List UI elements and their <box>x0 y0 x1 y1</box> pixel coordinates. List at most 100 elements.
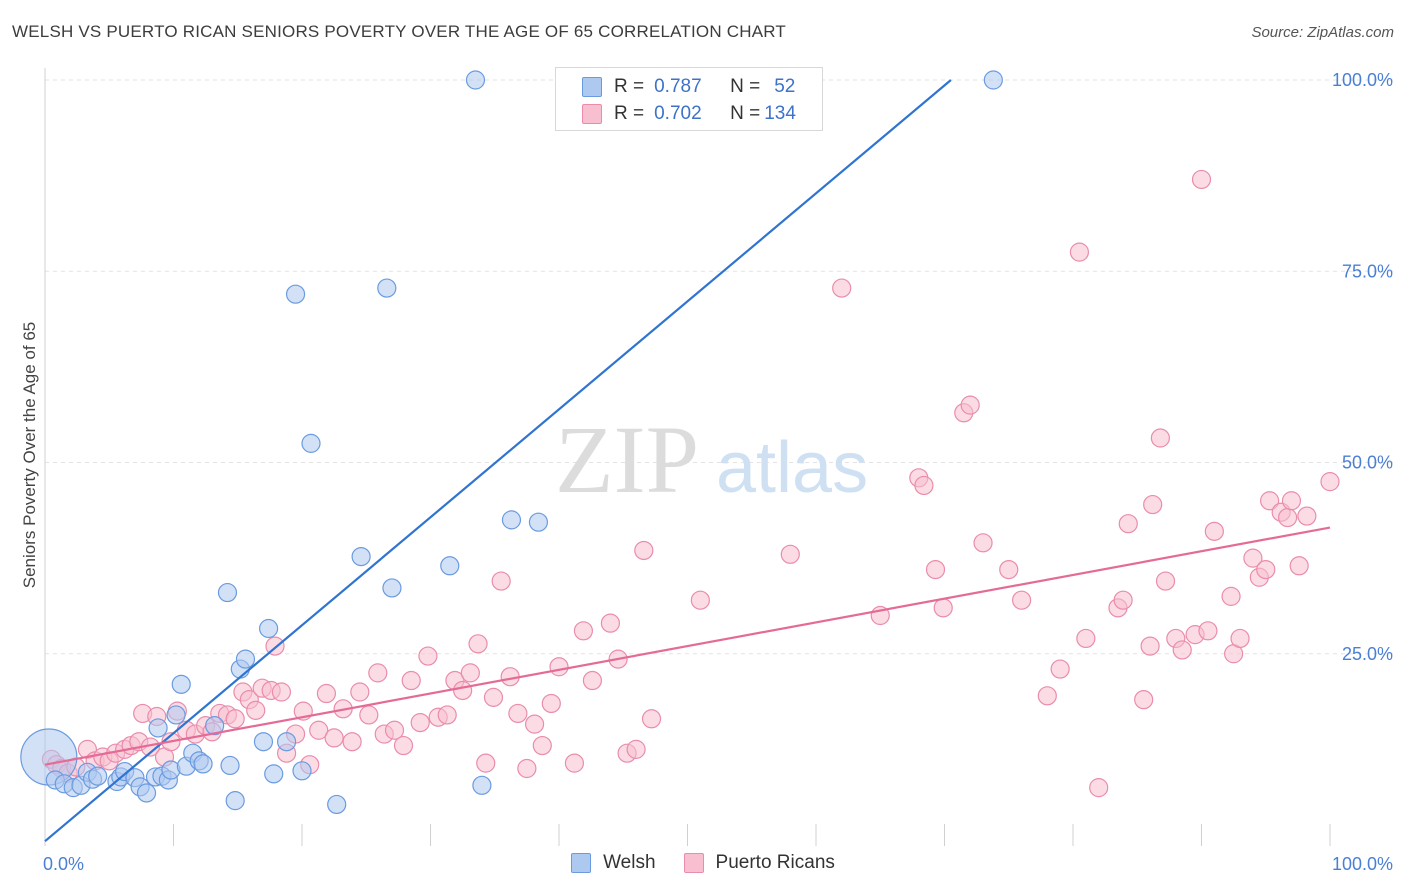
point-puerto-ricans <box>634 540 654 561</box>
point-welsh <box>88 766 108 786</box>
point-puerto-ricans <box>1256 559 1276 580</box>
point-puerto-ricans <box>410 712 430 733</box>
point-puerto-ricans <box>1289 556 1309 576</box>
point-puerto-ricans <box>914 475 934 496</box>
point-welsh <box>327 794 347 815</box>
point-puerto-ricans <box>641 709 662 729</box>
point-puerto-ricans <box>524 714 545 734</box>
point-puerto-ricans <box>1134 690 1154 710</box>
grid-lines <box>45 79 1395 655</box>
bottom-legend-label-puerto-ricans: Puerto Ricans <box>715 852 835 873</box>
point-puerto-ricans <box>359 705 379 725</box>
point-puerto-ricans <box>384 720 405 740</box>
point-welsh <box>472 775 492 795</box>
point-puerto-ricans <box>517 758 537 779</box>
point-welsh <box>205 716 225 736</box>
point-welsh <box>264 764 284 784</box>
bottom-legend-welsh: Welsh <box>571 852 656 874</box>
bottom-legend-puerto-ricans: Puerto Ricans <box>683 852 835 874</box>
point-welsh <box>171 674 191 694</box>
point-puerto-ricans <box>1297 506 1317 526</box>
y-axis-label: Seniors Poverty Over the Age of 65 <box>20 322 39 588</box>
legend-swatch-welsh <box>582 77 602 97</box>
point-puerto-ricans <box>1260 491 1280 511</box>
point-puerto-ricans <box>324 728 344 748</box>
bottom-legend: Welsh Puerto Ricans <box>0 852 1406 874</box>
point-puerto-ricans <box>460 663 480 683</box>
point-welsh <box>276 732 297 752</box>
point-puerto-ricans <box>1089 778 1109 798</box>
point-puerto-ricans <box>960 395 980 415</box>
legend-n-value: 134 <box>764 103 796 124</box>
point-welsh <box>983 70 1003 90</box>
point-puerto-ricans <box>246 700 266 720</box>
x-tick-label: 100.0% <box>1332 854 1393 874</box>
point-puerto-ricans <box>564 753 585 773</box>
point-puerto-ricans <box>401 670 421 691</box>
point-puerto-ricans <box>342 732 362 752</box>
tick-labels: 25.0% 50.0% 75.0% 100.0% 0.0% 100.0% <box>43 70 1393 874</box>
point-puerto-ricans <box>225 709 245 729</box>
point-puerto-ricans <box>973 533 993 553</box>
point-puerto-ricans <box>1320 472 1340 492</box>
legend-row-welsh: R = 0.787 N = 52 <box>582 74 795 100</box>
point-welsh <box>235 649 256 669</box>
point-puerto-ricans <box>1243 548 1263 568</box>
point-puerto-ricans <box>271 682 292 702</box>
point-puerto-ricans <box>1069 242 1090 262</box>
legend: R = 0.787 N = 52 R = 0.702 N = 134 <box>555 67 823 131</box>
point-puerto-ricans <box>476 753 496 773</box>
point-puerto-ricans <box>418 646 438 666</box>
point-puerto-ricans <box>1230 628 1250 649</box>
y-tick-label: 25.0% <box>1342 644 1393 664</box>
watermark-atlas: atlas <box>716 428 868 508</box>
data-points <box>20 70 1340 815</box>
point-puerto-ricans <box>1118 514 1138 534</box>
point-puerto-ricans <box>437 705 457 725</box>
point-puerto-ricans <box>1155 571 1176 591</box>
point-welsh <box>258 618 279 639</box>
point-puerto-ricans <box>350 682 370 702</box>
trend-line-welsh <box>44 79 952 843</box>
legend-r-label: R = <box>614 76 645 97</box>
point-puerto-ricans <box>1221 586 1241 606</box>
point-puerto-ricans <box>316 683 337 704</box>
point-welsh <box>193 754 213 774</box>
point-welsh <box>382 578 402 598</box>
y-tick-label: 50.0% <box>1342 453 1393 473</box>
point-puerto-ricans <box>1198 621 1218 641</box>
point-puerto-ricans <box>1037 686 1057 706</box>
point-welsh <box>253 732 274 752</box>
point-puerto-ricans <box>690 590 710 610</box>
point-welsh <box>148 718 168 738</box>
legend-n-value: 52 <box>774 76 796 97</box>
legend-n-label: N = <box>730 76 761 97</box>
trend-line-puerto-ricans <box>44 526 1331 766</box>
x-tick-label: 0.0% <box>43 854 84 874</box>
point-puerto-ricans <box>453 680 473 701</box>
point-welsh <box>528 512 549 532</box>
point-welsh <box>292 761 312 781</box>
point-puerto-ricans <box>393 735 414 756</box>
point-puerto-ricans <box>1172 640 1192 660</box>
legend-n-label: N = <box>730 103 761 124</box>
point-puerto-ricans <box>549 657 569 677</box>
axes <box>44 68 1331 846</box>
watermark-zip: ZIP <box>555 406 699 513</box>
point-welsh <box>501 510 522 530</box>
source-label: Source: ZipAtlas.com <box>1251 24 1394 41</box>
legend-r-value: 0.702 <box>654 103 702 124</box>
point-puerto-ricans <box>483 687 504 707</box>
point-puerto-ricans <box>780 544 800 564</box>
point-puerto-ricans <box>491 571 511 591</box>
point-welsh <box>465 70 486 90</box>
chart-title: WELSH VS PUERTO RICAN SENIORS POVERTY OV… <box>12 22 786 41</box>
legend-r-label: R = <box>614 103 645 124</box>
legend-row-puerto-ricans: R = 0.702 N = 134 <box>582 101 796 127</box>
point-puerto-ricans <box>1050 659 1070 679</box>
point-puerto-ricans <box>1281 491 1302 511</box>
point-puerto-ricans <box>600 613 621 633</box>
point-puerto-ricans <box>541 693 561 714</box>
point-welsh <box>136 783 157 803</box>
